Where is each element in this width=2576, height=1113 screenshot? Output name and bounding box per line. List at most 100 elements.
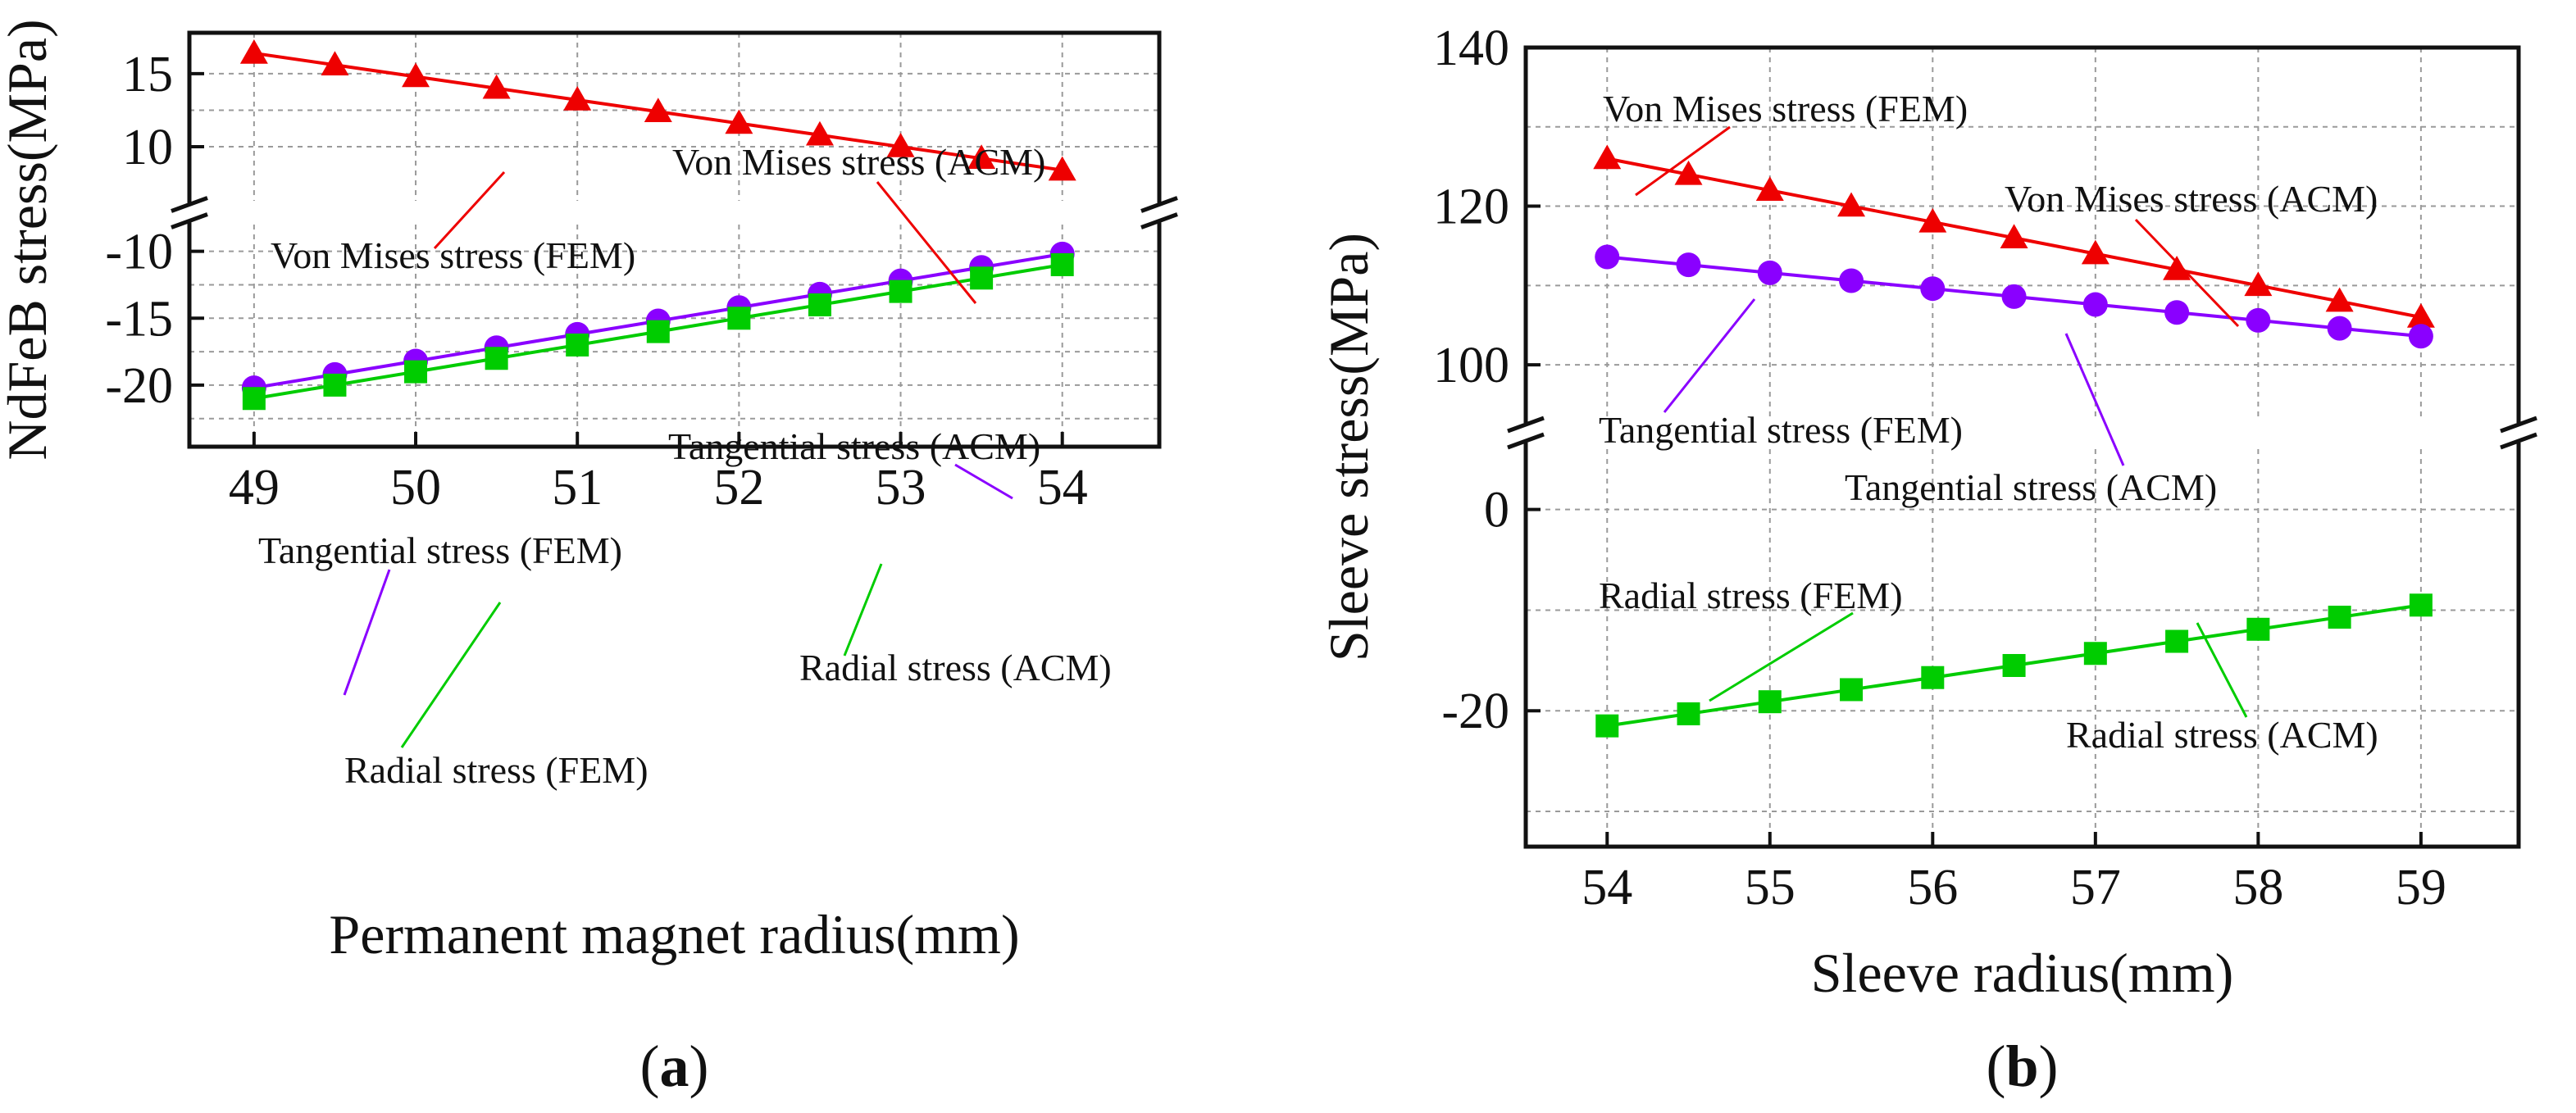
panel-b-chart: 54 55 56 57 58 59 100 120 140 -20 0 Sleeve radius(m… [1318, 20, 2537, 1099]
panel-a-axis-break-mark [171, 212, 208, 229]
panel-a-radial-stress-point [889, 279, 913, 303]
panel-b-tangential-stress-point [2164, 300, 2190, 325]
panel-a-von-mises-stress-point [805, 120, 834, 146]
panel-b-von-mises-stress-point [2163, 255, 2191, 280]
panel-b-von-mises-stress-point [2244, 271, 2273, 297]
panel-a-von-mises-stress-point [1048, 156, 1076, 181]
panel-b-von-mises-stress-point [1755, 176, 1784, 201]
panel-b-x-tick-label: 54 [1582, 860, 1632, 915]
panel-b-x-tick-label: 55 [1745, 860, 1795, 915]
panel-a-annotation-radial-stress-acm: Radial stress (ACM) [799, 647, 1112, 688]
panel-a-y-tick-label: -20 [105, 358, 173, 414]
panel-b-von-mises-stress-point [1674, 160, 1703, 185]
panel-b-radial-stress-point [2002, 653, 2026, 677]
panel-a-x-tick-label: 49 [229, 460, 280, 516]
panel-a-x-tick-label: 51 [552, 460, 603, 516]
panel-a-annotation-leader [433, 170, 506, 250]
panel-a-x-tick-label: 50 [390, 460, 441, 516]
panel-b-plot-frame [1523, 45, 2521, 849]
panel-b-annotation-von-mises-stress-acm: Von Mises stress (ACM) [2005, 178, 2378, 220]
panel-b-annotation-radial-stress-acm: Radial stress (ACM) [2066, 714, 2378, 756]
panel-a-radial-stress-point [808, 293, 831, 316]
panel-a-annotation-leader [843, 563, 883, 656]
panel-b-y-axis-title: Sleeve stress(MPa) [1318, 233, 1380, 661]
panel-a-y-tick-label: -15 [105, 291, 173, 347]
panel-b-von-mises-stress-point [1593, 144, 1622, 170]
panel-b-tangential-stress-point [1676, 252, 1701, 278]
panel-b-label-letter: b [2005, 1034, 2038, 1099]
panel-a-x-axis-title: Permanent magnet radius(mm) [329, 903, 1019, 965]
panel-b-annotation-leader [2064, 333, 2125, 466]
panel-b-radial-stress-point [2246, 617, 2270, 641]
panel-a-von-mises-stress-point [239, 39, 268, 64]
panel-b-series-von-mises-stress [1593, 144, 2435, 328]
panel-b-x-axis-title: Sleeve radius(mm) [1811, 942, 2234, 1004]
panel-a-von-mises-stress-point [563, 86, 592, 111]
panel-b-tangential-stress-point [2327, 316, 2352, 341]
panel-b-tangential-stress-point [2082, 292, 2108, 317]
panel-b-annotation-von-mises-stress-fem: Von Mises stress (FEM) [1603, 88, 1968, 129]
panel-b-series-radial-stress [1595, 593, 2433, 738]
panel-b-radial-stress-point [2409, 593, 2433, 617]
panel-a-von-mises-stress-point [644, 98, 672, 123]
panel-a-label-letter: a [660, 1034, 690, 1099]
panel-a-radial-stress-point [727, 307, 751, 330]
panel-a-annotation-leader [954, 463, 1013, 500]
panel-b-label-close: ) [2039, 1034, 2059, 1099]
panel-a-x-tick-label: 52 [713, 460, 764, 516]
panel-b-y-tick-label: 140 [1433, 20, 1509, 76]
panel-b-axis-break-mark [1507, 432, 1545, 450]
panel-a-von-mises-stress-point [886, 133, 915, 157]
panel-b-axis-break-mark [2500, 432, 2537, 450]
panel-b-x-tick-label: 57 [2070, 860, 2121, 915]
panel-a-radial-stress-point [970, 266, 994, 290]
panel-b-radial-stress-point [1595, 714, 1619, 738]
panel-a-radial-stress-point [1050, 252, 1074, 276]
panel-b-radial-stress-point [1758, 690, 1782, 714]
panel-a-annotation-radial-stress-fem: Radial stress (FEM) [344, 749, 649, 791]
panel-a-radial-stress-point [404, 360, 428, 384]
panel-a-axis-break-mark [171, 196, 208, 213]
panel-b-y-tick-label: 0 [1484, 483, 1509, 538]
panel-a-annotation-von-mises-stress-acm: Von Mises stress (ACM) [672, 141, 1045, 183]
panel-a-von-mises-stress-point [725, 109, 753, 134]
panel-b-annotation-radial-stress-fem: Radial stress (FEM) [1599, 575, 1903, 616]
panel-b-tangential-stress-point [2246, 307, 2271, 333]
panel-a-axis-break-mark [1140, 212, 1178, 229]
panel-a-annotation-von-mises-stress-fem: Von Mises stress (FEM) [271, 234, 635, 276]
panel-b-von-mises-stress-point [2325, 287, 2354, 312]
panel-a-annotation-leader [876, 181, 977, 304]
panel-a-series-radial-stress [242, 252, 1074, 411]
panel-b-annotation-leader [2196, 622, 2248, 718]
panel-b-von-mises-stress-point [1918, 207, 1947, 233]
panel-a-label-close: ) [690, 1034, 709, 1099]
panel-b-tangential-stress-point [1757, 260, 1782, 285]
panel-b-x-tick-label: 56 [1907, 860, 1958, 915]
panel-b-radial-stress-point [2328, 606, 2351, 629]
panel-b-annotation-leader [1709, 611, 1854, 702]
panel-a-radial-stress-point [242, 387, 266, 411]
panel-a-y-tick-label: 15 [122, 47, 173, 102]
panel-b-tangential-stress-point [1595, 244, 1620, 270]
panel-b-von-mises-stress-point [2406, 303, 2435, 328]
panel-b-von-mises-stress-point [2081, 239, 2109, 265]
panel-a-annotation-leader [343, 569, 391, 696]
panel-a-radial-stress-point [485, 347, 508, 370]
panel-a-x-tick-label: 54 [1037, 460, 1088, 516]
panel-a-y-axis-title: NdFeB stress(MPa) [0, 19, 58, 460]
panel-b-y-tick-label: -20 [1441, 684, 1509, 739]
panel-b-von-mises-stress-point [2000, 224, 2028, 249]
panel-b-radial-stress-point [2083, 642, 2107, 666]
panel-b-annotation-tangential-stress-fem: Tangential stress (FEM) [1599, 409, 1963, 451]
panel-b-tangential-stress-point [2001, 284, 2027, 309]
panel-a-label-open: ( [640, 1034, 660, 1099]
panel-a-annotation-tangential-stress-acm: Tangential stress (ACM) [668, 425, 1040, 467]
panel-a-label: (a) [640, 1034, 709, 1099]
panel-b-series-tangential-stress [1595, 244, 2433, 349]
panel-b-label-open: ( [1986, 1034, 2005, 1099]
panel-b-von-mises-stress-point [1837, 192, 1866, 217]
panel-b-radial-stress-point [2165, 629, 2189, 653]
panel-b-y-tick-label: 100 [1433, 338, 1509, 393]
panel-a-radial-stress-point [566, 333, 589, 357]
